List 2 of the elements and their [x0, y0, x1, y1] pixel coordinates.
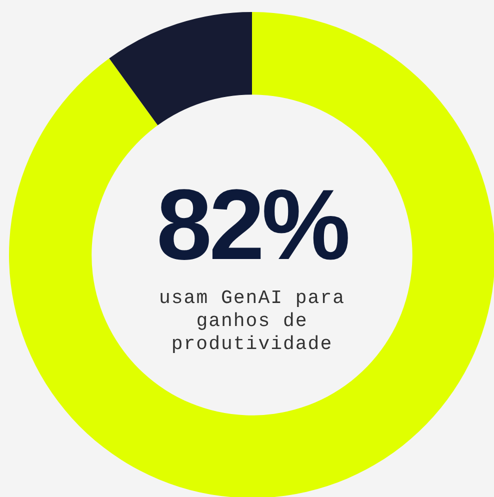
text: 82% [155, 169, 349, 281]
text: usam GenAI para ganhos de produtividade [158, 287, 346, 356]
